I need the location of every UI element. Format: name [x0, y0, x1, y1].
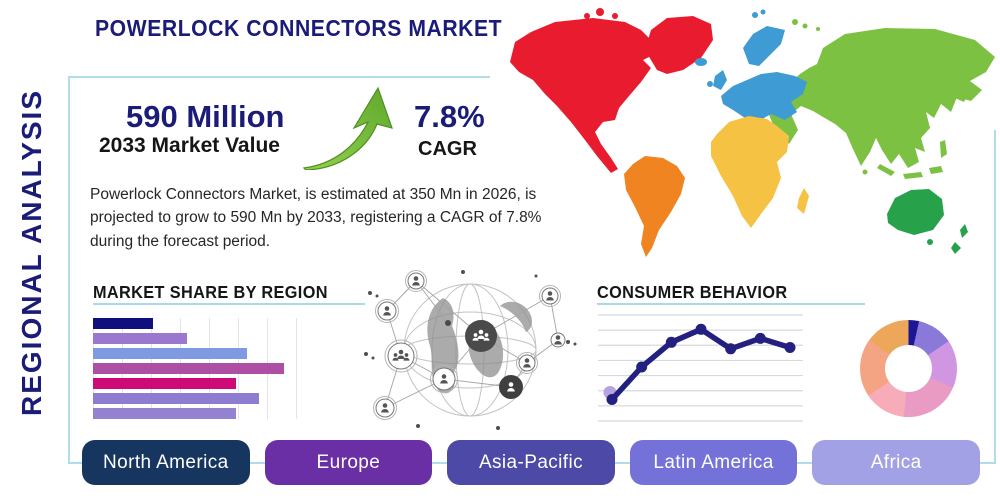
bar-segment: [93, 393, 259, 404]
bar-row: [93, 393, 323, 404]
bar-segment: [93, 318, 153, 329]
data-point: [754, 332, 766, 344]
bar-segment: [93, 333, 188, 344]
map-asia-islands: [792, 19, 971, 179]
region-button-latin-america[interactable]: Latin America: [629, 440, 798, 485]
regional-share-donut-chart: [860, 320, 957, 417]
frame-line-top: [68, 76, 490, 78]
region-button-europe[interactable]: Europe: [264, 440, 433, 485]
bar-row: [93, 318, 323, 329]
market-share-bar-chart: [93, 318, 323, 419]
map-australia: [887, 189, 968, 254]
consumer-behavior-line-chart: [598, 314, 803, 422]
data-point: [636, 361, 648, 373]
bar-segment: [93, 348, 248, 359]
region-button-africa[interactable]: Africa: [812, 440, 980, 485]
globe-network-graphic: [358, 268, 582, 436]
data-point: [665, 336, 677, 348]
side-label-regional-analysis: REGIONAL ANALYSIS: [16, 88, 47, 416]
map-africa: [711, 116, 809, 228]
section-underline-market-share: [93, 303, 365, 305]
data-point: [606, 394, 618, 405]
bar-row: [93, 333, 323, 344]
data-point: [695, 323, 707, 335]
map-north-america: [510, 18, 655, 173]
page-title: POWERLOCK CONNECTORS MARKET: [95, 15, 503, 41]
map-asia: [767, 28, 995, 168]
market-value-stat: 590 Million: [126, 99, 285, 134]
section-underline-consumer-behavior: [597, 303, 865, 305]
map-south-america: [624, 156, 685, 257]
region-buttons-row: North America Europe Asia-Pacific Latin Ame…: [82, 440, 980, 485]
cagr-stat: 7.8%: [414, 99, 485, 134]
growth-arrow-icon: [298, 84, 398, 170]
bar-segment: [93, 363, 284, 374]
bar-row: [93, 408, 323, 419]
world-map: [505, 2, 998, 258]
map-arctic-islands: [584, 8, 618, 19]
bar-segment: [93, 378, 236, 389]
map-europe: [695, 9, 807, 122]
donut-hole: [885, 345, 932, 392]
data-point: [784, 342, 796, 353]
market-description: Powerlock Connectors Market, is estimate…: [90, 186, 542, 250]
data-point: [725, 343, 737, 355]
market-value-caption: 2033 Market Value: [99, 134, 280, 157]
frame-line-right: [994, 130, 996, 464]
bar-segment: [93, 408, 236, 419]
bar-row: [93, 348, 323, 359]
bar-row: [93, 363, 323, 374]
region-button-asia-pacific[interactable]: Asia-Pacific: [447, 440, 615, 485]
section-title-consumer-behavior: CONSUMER BEHAVIOR: [597, 282, 788, 302]
region-button-north-america[interactable]: North America: [82, 440, 250, 485]
bar-row: [93, 378, 323, 389]
frame-line-left: [68, 76, 70, 464]
map-greenland: [645, 16, 713, 74]
section-title-market-share: MARKET SHARE BY REGION: [93, 282, 328, 302]
cagr-caption: CAGR: [418, 138, 477, 160]
